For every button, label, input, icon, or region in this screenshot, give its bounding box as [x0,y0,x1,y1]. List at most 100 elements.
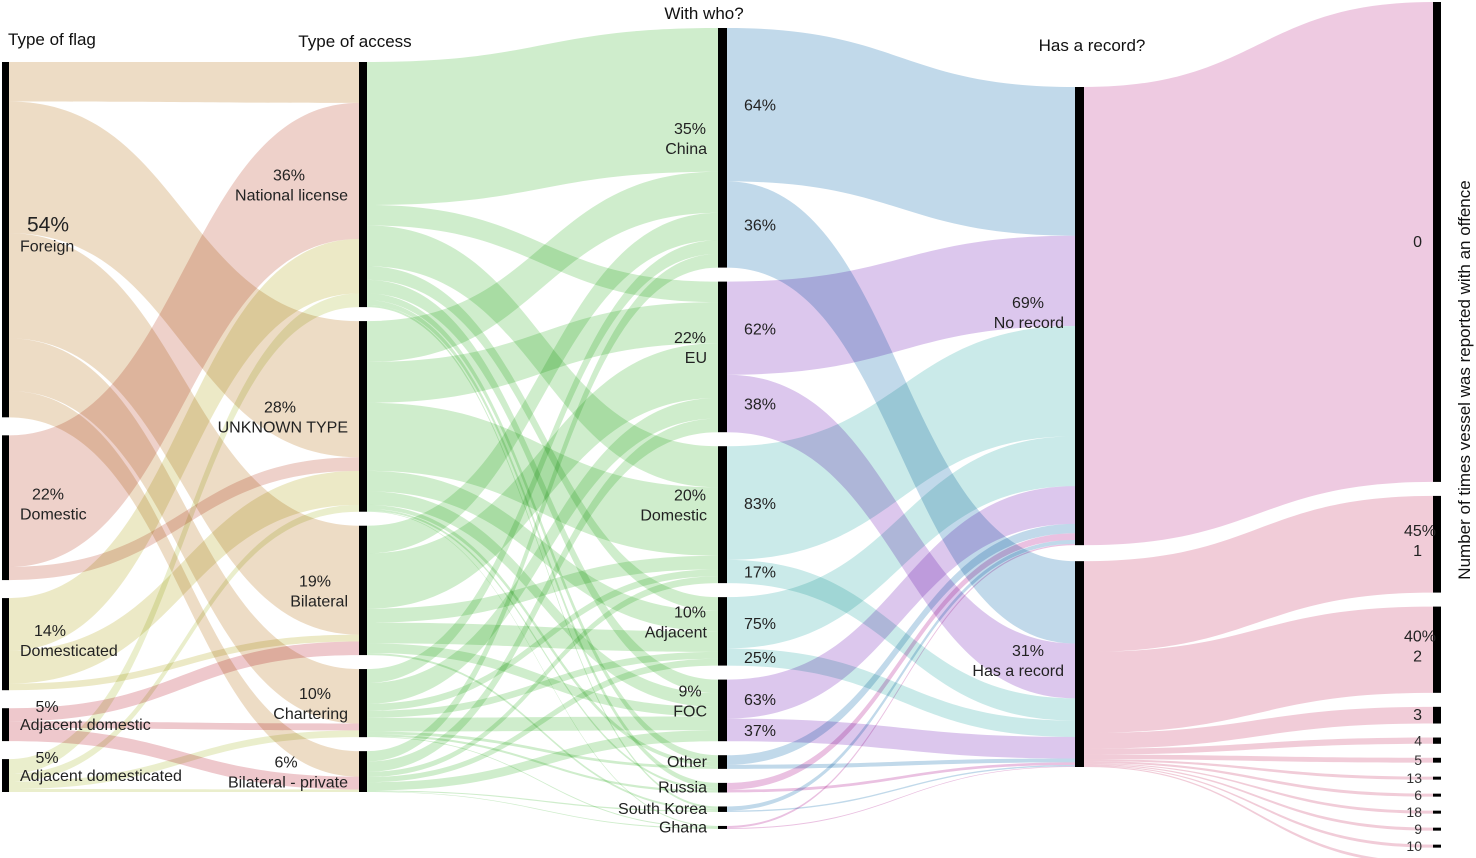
node-bar-other [718,755,727,769]
link-other-to-hasrecord [727,758,1075,769]
who-split-norecord-adjacent: 75% [744,616,776,633]
node-bar-bil_priv [359,751,367,792]
sankey-node-bars [2,2,1441,848]
link-foc-to-norecord [727,486,1075,719]
access-pct-chartering: 10% [299,686,331,703]
node-bar-t2 [1433,606,1441,693]
who-split-hasrecord-eu: 38% [744,397,776,414]
link-adj_domd-to-bil_priv [9,789,359,792]
link-domestic_w-to-norecord [727,326,1075,560]
link-other-to-norecord [727,523,1075,765]
flag-pct-adj_domd: 5% [35,750,58,767]
node-bar-china [718,28,727,268]
access-pct-bil_priv: 6% [274,755,297,772]
link-russia-to-norecord [727,533,1075,790]
link-hasrecord-to-t2 [1084,606,1433,734]
who-split-norecord-eu: 62% [744,321,776,338]
who-pct-foc: 9% [678,683,701,700]
flag-pct-adj_dom: 5% [35,699,58,716]
link-unknown-to-ghana [367,511,718,827]
node-bar-chartering [359,669,367,738]
times-label-t4: 4 [1414,733,1422,749]
link-adj_domd-to-national [9,293,359,775]
who-label-foc: FOC [673,703,707,720]
link-hasrecord-to-t5 [1084,754,1433,763]
node-bar-foc [718,679,727,742]
flag-label-domestic_f: Domestic [20,507,87,524]
link-skorea-to-norecord [727,539,1075,811]
link-chartering-to-china [367,240,718,683]
node-bar-t0 [1433,2,1441,482]
link-adj_domd-to-unknown [9,504,359,782]
times-label-t3: 3 [1413,707,1422,724]
link-hasrecord-to-t13 [1084,759,1433,780]
node-bar-adj_domd [2,759,9,792]
link-china-to-norecord [727,28,1075,236]
who-label-ghana: Ghana [659,819,707,836]
link-national-to-other [367,293,718,763]
link-foc-to-hasrecord [727,718,1075,759]
link-bilateral-to-domestic_w [367,555,718,623]
who-label-skorea: South Korea [618,801,707,818]
times-label-t13: 13 [1406,770,1422,786]
link-domesticated-to-unknown [9,470,359,684]
who-split-norecord-domestic_w: 83% [744,496,776,513]
stage-header-access: Type of access [298,32,411,51]
times-label-t7: 7 [1414,855,1422,858]
node-bar-t5 [1433,757,1441,763]
who-pct-eu: 22% [674,330,706,347]
link-national-to-china [367,28,718,205]
record-label-norecord: No record [994,315,1064,332]
who-split-hasrecord-domestic_w: 17% [744,564,776,581]
times-label-t18: 18 [1406,804,1422,820]
flag-label-adj_domd: Adjacent domesticated [20,768,182,785]
times-label-t9: 9 [1414,821,1422,837]
node-bar-t13 [1433,776,1441,780]
link-adjacent-to-norecord [727,436,1075,649]
link-ghana-to-hasrecord [727,766,1075,829]
node-bar-norecord [1075,87,1084,546]
node-bar-hasrecord [1075,561,1084,767]
link-skorea-to-hasrecord [727,765,1075,812]
access-label-unknown: UNKNOWN TYPE [218,419,348,436]
who-split-hasrecord-china: 36% [744,217,776,234]
link-bil_priv-to-eu [367,418,718,772]
node-bar-domesticated [2,598,9,691]
node-bar-skorea [718,806,727,812]
flag-label-domesticated: Domesticated [20,643,118,660]
flag-label-adj_dom: Adjacent domestic [20,717,151,734]
times-label-t5: 5 [1414,752,1422,768]
link-norecord-to-t0 [1084,2,1433,546]
node-bar-foreign [2,62,9,418]
link-chartering-to-domestic_w [367,569,718,711]
link-adj_domd-to-chartering [9,730,359,790]
node-bar-t3 [1433,706,1441,724]
link-chartering-to-other [367,731,718,769]
node-bar-domestic_f [2,435,9,581]
node-bar-russia [718,782,727,793]
link-bilateral-to-china [367,212,718,554]
times-pct-t1: 45% [1404,523,1436,540]
link-hasrecord-to-t4 [1084,737,1433,755]
record-pct-hasrecord: 31% [1012,643,1044,660]
stage-header-who: With who? [664,4,743,23]
link-bilateral-to-skorea [367,652,718,811]
times-label-t10: 10 [1406,838,1422,854]
who-split-norecord-china: 64% [744,98,776,115]
link-national-to-adjacent [367,266,718,611]
link-hasrecord-to-t10 [1084,765,1433,848]
link-chartering-to-adjacent [367,651,718,718]
link-hasrecord-to-t6 [1084,761,1433,797]
node-bar-t4 [1433,737,1441,744]
times-label-t1: 1 [1413,543,1422,560]
access-pct-bilateral: 19% [299,573,331,590]
node-bar-t10 [1433,844,1441,848]
node-bar-t6 [1433,793,1441,797]
link-bilateral-to-eu [367,343,718,609]
times-label-t0: 0 [1413,234,1422,251]
link-russia-to-hasrecord [727,762,1075,793]
link-bil_priv-to-skorea [367,790,718,812]
flag-label-foreign: Foreign [20,239,74,256]
flag-pct-foreign: 54% [27,214,69,237]
